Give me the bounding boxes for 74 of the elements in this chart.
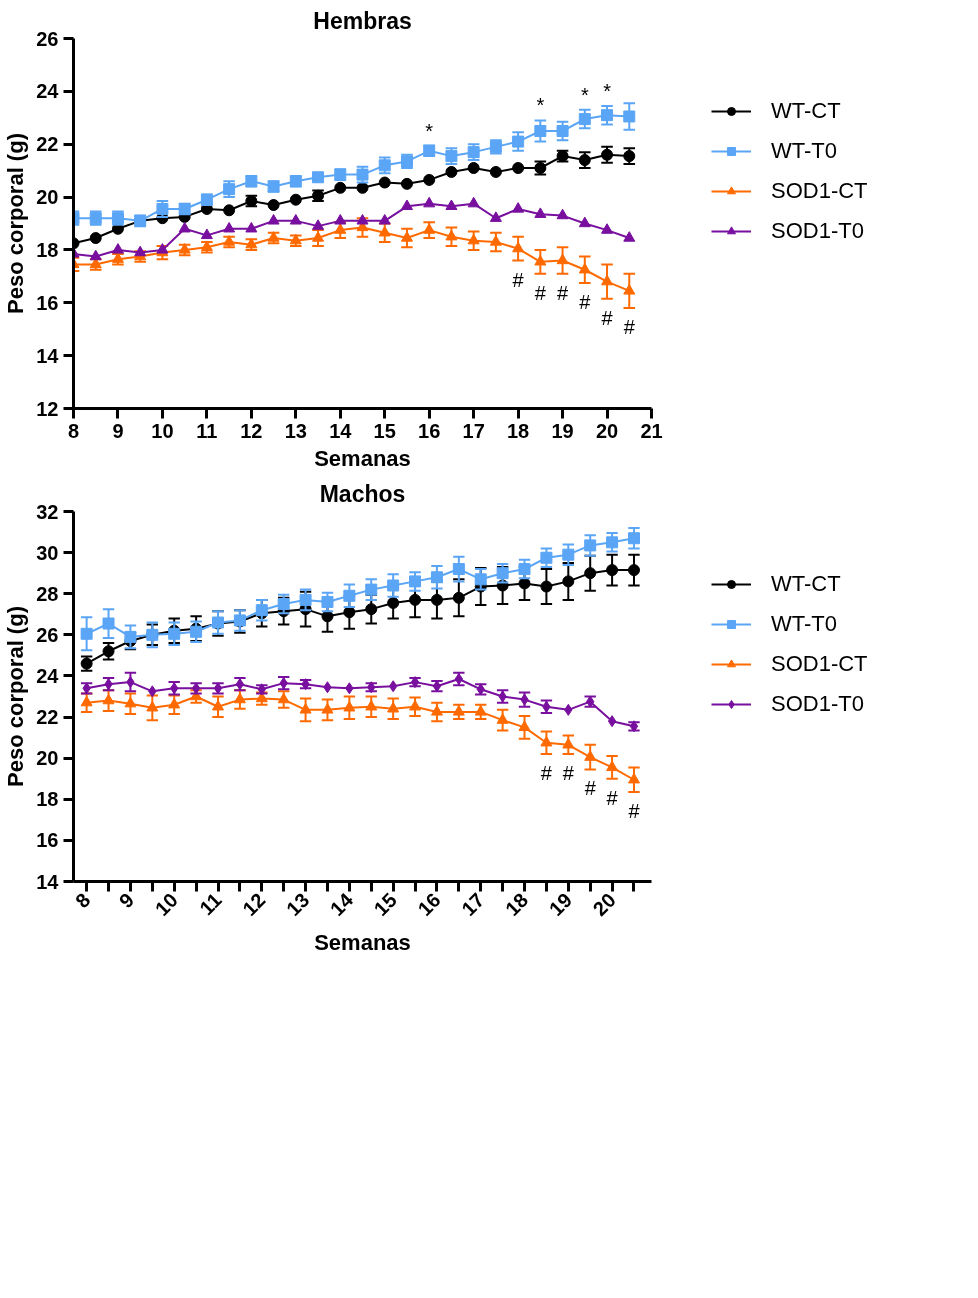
x-tick-label: 11 <box>196 419 218 442</box>
x-tick-label: 12 <box>240 419 263 442</box>
annotation: # <box>512 268 525 291</box>
y-axis-title: Peso corporal (g) <box>3 606 29 787</box>
legend-label: SOD1-T0 <box>771 691 864 717</box>
x-tick-label: 13 <box>284 419 307 442</box>
y-tick-label: 30 <box>36 541 59 564</box>
annotation: # <box>601 306 614 329</box>
x-tick-label: 20 <box>588 888 620 921</box>
x-tick-label: 18 <box>506 419 530 442</box>
y-tick-label: 28 <box>36 582 59 605</box>
x-tick-label: 10 <box>150 888 182 921</box>
annotation: * <box>425 119 434 142</box>
legend-label: SOD1-CT <box>771 178 868 204</box>
x-tick-label: 19 <box>544 888 577 921</box>
chart-title: Machos <box>319 480 406 507</box>
x-tick-label: 8 <box>70 888 95 913</box>
annotation: # <box>557 281 570 304</box>
x-tick-label: 9 <box>114 888 139 913</box>
annotation: # <box>623 316 636 339</box>
x-tick-label: 11 <box>195 888 226 920</box>
x-tick-label: 12 <box>238 888 270 921</box>
y-tick-label: 26 <box>36 27 59 50</box>
y-tick-label: 16 <box>36 829 59 852</box>
y-tick-label: 32 <box>36 500 59 523</box>
x-tick-label: 16 <box>413 888 445 921</box>
y-tick-label: 20 <box>36 747 59 770</box>
x-tick-label: 13 <box>282 888 314 921</box>
x-tick-label: 15 <box>369 888 401 921</box>
x-tick-label: 17 <box>457 888 489 921</box>
x-tick-label: 8 <box>67 419 80 442</box>
annotation: * <box>536 94 545 117</box>
x-tick-label: 15 <box>373 419 396 442</box>
y-tick-label: 26 <box>36 623 59 646</box>
x-tick-label: 20 <box>595 419 619 442</box>
annotation: # <box>579 290 592 313</box>
x-tick-label: 10 <box>151 419 174 442</box>
x-tick-label: 14 <box>325 888 358 921</box>
annotation: # <box>606 786 619 809</box>
x-tick-label: 18 <box>501 888 533 921</box>
x-axis-title: Semanas <box>314 445 411 471</box>
y-tick-label: 16 <box>36 291 59 314</box>
y-axis-title: Peso corporal (g) <box>3 133 29 314</box>
y-tick-label: 22 <box>36 133 59 156</box>
y-tick-label: 18 <box>36 788 59 811</box>
legend-label: SOD1-T0 <box>771 218 864 244</box>
annotation: # <box>628 800 641 823</box>
x-tick-label: 14 <box>329 419 353 442</box>
annotation: * <box>603 79 612 102</box>
y-tick-label: 14 <box>36 870 60 893</box>
x-axis-title: Semanas <box>314 930 411 956</box>
y-tick-label: 14 <box>36 344 60 367</box>
y-tick-label: 24 <box>36 80 60 103</box>
y-tick-label: 22 <box>36 706 59 729</box>
annotation: # <box>534 281 547 304</box>
legend-label: WT-T0 <box>771 611 837 637</box>
legend-label: SOD1-CT <box>771 651 868 677</box>
legend-label: WT-CT <box>771 98 841 124</box>
annotation: # <box>562 762 575 785</box>
chart-title: Hembras <box>313 7 412 34</box>
y-tick-label: 18 <box>36 238 59 261</box>
legend-label: WT-T0 <box>771 138 837 164</box>
annotation: # <box>584 777 597 800</box>
annotation: # <box>540 762 553 785</box>
x-tick-label: 9 <box>112 419 124 442</box>
annotation: * <box>580 83 589 106</box>
y-tick-label: 24 <box>36 664 60 687</box>
x-tick-label: 19 <box>551 419 574 442</box>
x-tick-label: 17 <box>462 419 485 442</box>
x-tick-label: 16 <box>418 419 441 442</box>
y-tick-label: 12 <box>36 397 59 420</box>
legend-label: WT-CT <box>771 571 841 597</box>
y-tick-label: 20 <box>36 186 59 209</box>
x-tick-label: 21 <box>640 419 663 442</box>
